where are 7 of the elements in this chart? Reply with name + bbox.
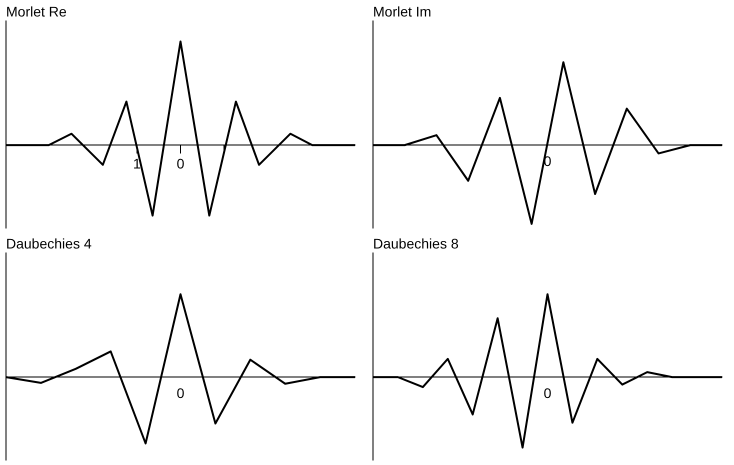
annotation: 0 — [176, 384, 185, 401]
x-tick-label: 1 — [132, 155, 141, 172]
chart-title: Morlet Im — [373, 3, 432, 20]
chart-title: Morlet Re — [6, 3, 67, 20]
chart-title: Daubechies 4 — [6, 235, 92, 252]
chart-title: Daubechies 8 — [373, 235, 459, 252]
annotation: 0 — [544, 384, 552, 401]
